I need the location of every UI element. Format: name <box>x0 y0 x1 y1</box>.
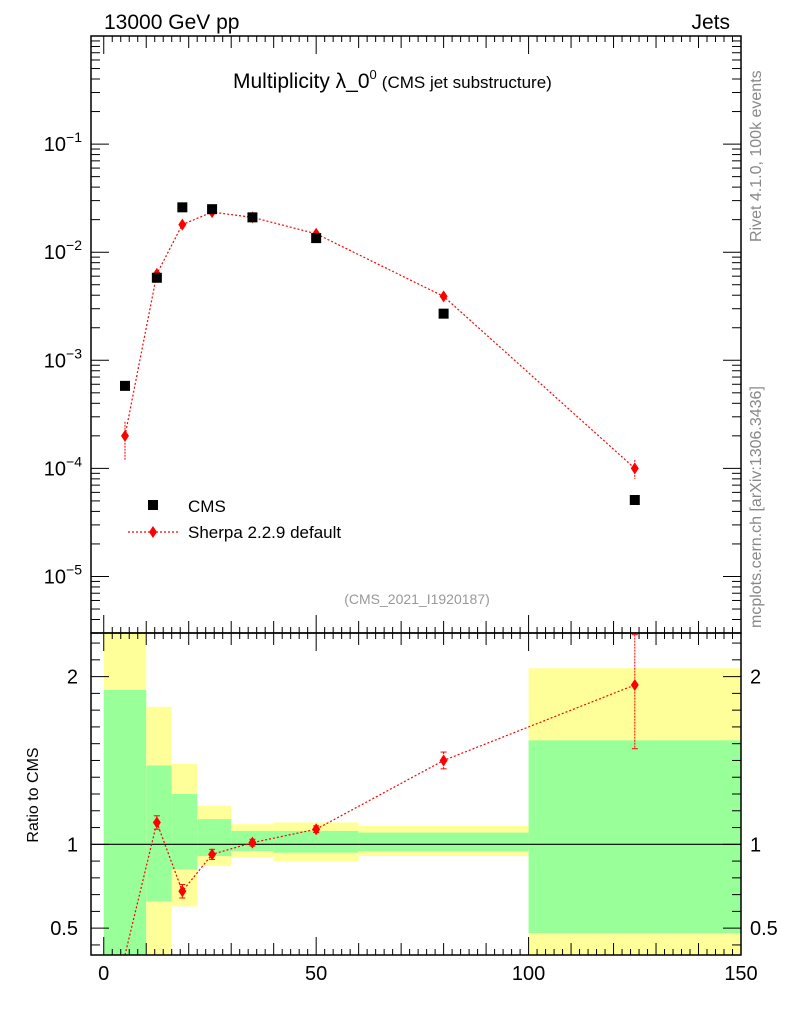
main-ytick-label: 10−5 <box>44 561 82 588</box>
side-text-bottom: mcplots.cern.ch [arXiv:1306.3436] <box>748 386 765 628</box>
main-ytick-label: 10−2 <box>44 237 82 264</box>
main-ytick-label-exp: −2 <box>66 237 82 253</box>
cms-point <box>247 212 258 223</box>
main-frame <box>90 35 742 634</box>
legend-cms-label: CMS <box>188 497 226 516</box>
ratio-mc-point <box>312 823 321 836</box>
plot-title-superscript: 0 <box>370 67 377 82</box>
main-ytick-label-base: 10 <box>44 134 66 156</box>
legend-mc-label: Sherpa 2.2.9 default <box>188 523 341 542</box>
main-ytick-label-exp: −5 <box>66 561 82 577</box>
mc-point <box>439 290 448 303</box>
main-panel <box>119 202 640 505</box>
ratio-band-inner <box>197 819 232 857</box>
ratio-mc-point <box>248 836 257 849</box>
ratio-xtick-label: 100 <box>512 963 545 985</box>
ratio-mc-point <box>208 848 217 861</box>
ratio-xtick-label: 150 <box>724 963 757 985</box>
mc-point <box>630 462 639 475</box>
ratio-ytick-label-left: 2 <box>67 667 78 689</box>
ratio-band-inner <box>171 794 198 870</box>
mc-point <box>178 218 187 231</box>
main-ytick-label-exp: −1 <box>66 129 82 145</box>
main-ytick-label-base: 10 <box>44 350 66 372</box>
ratio-panel <box>91 633 741 956</box>
plot-title: Multiplicity λ_00 (CMS jet substructure) <box>233 67 552 93</box>
cms-point <box>177 202 188 213</box>
main-ytick-label: 10−1 <box>44 129 82 156</box>
ratio-ytick-label-left: 1 <box>67 834 78 856</box>
ratio-ytick-label-right: 2 <box>750 667 761 689</box>
cms-point <box>151 272 162 283</box>
main-ytick-label-base: 10 <box>44 242 66 264</box>
ratio-mc-point <box>630 678 639 691</box>
side-text-top: Rivet 4.1.0, 100k events <box>748 70 765 242</box>
ratio-band-inner <box>273 830 359 853</box>
main-ytick-label-base: 10 <box>44 458 66 480</box>
analysis-tag: (CMS_2021_I1920187) <box>344 591 490 607</box>
cms-point <box>119 380 130 391</box>
ratio-band-inner <box>358 832 529 852</box>
header-right: Jets <box>691 11 730 34</box>
ratio-xtick-label: 50 <box>305 963 327 985</box>
cms-point <box>438 308 449 319</box>
cms-point <box>629 494 640 505</box>
ratio-band-inner <box>103 690 147 955</box>
plot-title-sub: (CMS jet substructure) <box>382 73 552 92</box>
ratio-band-inner <box>146 765 172 902</box>
plot-title-main: Multiplicity λ_0 <box>233 70 370 93</box>
main-ytick-label: 10−4 <box>44 453 82 480</box>
ratio-mc-point <box>178 885 187 898</box>
main-ytick-label: 10−3 <box>44 345 82 372</box>
main-ytick-label-base: 10 <box>44 566 66 588</box>
legend-cms-marker <box>148 500 158 510</box>
cms-point <box>207 204 218 215</box>
header-left: 13000 GeV pp <box>104 11 239 34</box>
ratio-ytick-label-right: 0.5 <box>750 918 778 940</box>
ratio-xtick-label: 0 <box>98 963 109 985</box>
mc-line <box>124 211 636 469</box>
legend-mc-marker <box>149 526 157 538</box>
ratio-band-inner <box>528 740 741 934</box>
main-ytick-label-exp: −3 <box>66 345 82 361</box>
legend: CMS Sherpa 2.2.9 default <box>128 497 341 542</box>
ratio-mc-line <box>124 684 636 956</box>
ratio-mc-point <box>152 816 161 829</box>
mc-point <box>120 429 129 442</box>
ratio-mc-point <box>439 754 448 767</box>
ratio-ylabel: Ratio to CMS <box>25 747 42 842</box>
main-ytick-label-exp: −4 <box>66 453 82 469</box>
cms-point <box>311 233 322 244</box>
ratio-ytick-label-left: 0.5 <box>50 918 78 940</box>
ratio-ytick-label-right: 1 <box>750 834 761 856</box>
